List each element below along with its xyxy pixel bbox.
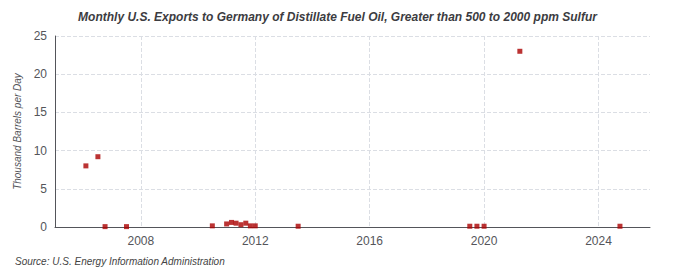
- svg-text:2016: 2016: [356, 234, 383, 248]
- svg-text:15: 15: [34, 105, 48, 119]
- svg-text:Source: U.S. Energy Informatio: Source: U.S. Energy Information Administ…: [15, 256, 225, 267]
- svg-text:2020: 2020: [471, 234, 498, 248]
- svg-text:0: 0: [40, 220, 47, 234]
- svg-text:10: 10: [34, 144, 48, 158]
- svg-text:5: 5: [40, 182, 47, 196]
- svg-text:25: 25: [34, 29, 48, 43]
- svg-text:2008: 2008: [127, 234, 154, 248]
- svg-text:2024: 2024: [585, 234, 612, 248]
- svg-text:2012: 2012: [242, 234, 269, 248]
- svg-text:20: 20: [34, 67, 48, 81]
- svg-text:Thousand Barrels per Day: Thousand Barrels per Day: [12, 72, 23, 190]
- svg-text:Monthly U.S. Exports to German: Monthly U.S. Exports to Germany of Disti…: [78, 10, 598, 24]
